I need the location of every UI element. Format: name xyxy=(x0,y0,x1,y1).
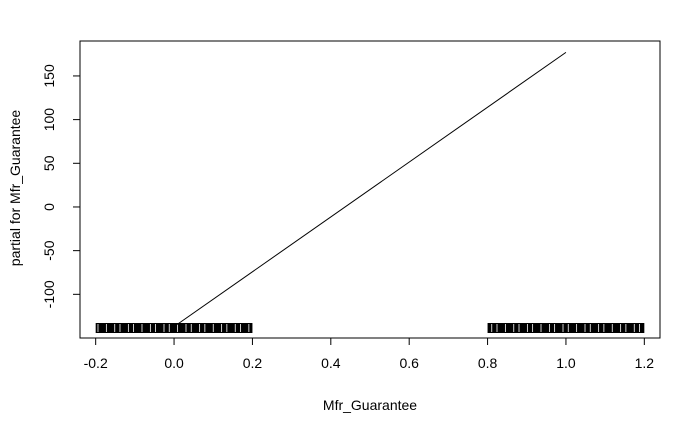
x-tick-label: 0.4 xyxy=(321,355,341,371)
x-tick-label: 1.2 xyxy=(635,355,655,371)
x-axis: -0.2 0.0 0.2 0.4 0.6 0.8 1.0 1.2 xyxy=(84,337,655,371)
rug-group xyxy=(95,323,645,333)
y-axis: -100 -50 0 50 100 150 xyxy=(41,64,81,308)
rug-block xyxy=(487,323,645,333)
x-tick-label: 0.6 xyxy=(399,355,419,371)
y-axis-label: partial for Mfr_Guarantee xyxy=(7,110,23,267)
x-tick-label: 0.8 xyxy=(478,355,498,371)
y-tick-label: -100 xyxy=(41,280,57,308)
y-tick-label: 0 xyxy=(41,203,57,211)
y-tick-label: 100 xyxy=(41,108,57,132)
x-tick-label: 0.2 xyxy=(243,355,263,371)
rug-block xyxy=(95,323,253,333)
y-tick-label: 150 xyxy=(41,64,57,88)
x-tick-label: 1.0 xyxy=(556,355,576,371)
x-axis-label: Mfr_Guarantee xyxy=(323,397,417,413)
x-tick-label: -0.2 xyxy=(84,355,108,371)
series-group xyxy=(173,51,567,328)
y-tick-label: 50 xyxy=(41,155,57,171)
partial-line xyxy=(173,51,567,328)
x-tick-label: 0.0 xyxy=(164,355,184,371)
y-tick-label: -50 xyxy=(41,240,57,260)
